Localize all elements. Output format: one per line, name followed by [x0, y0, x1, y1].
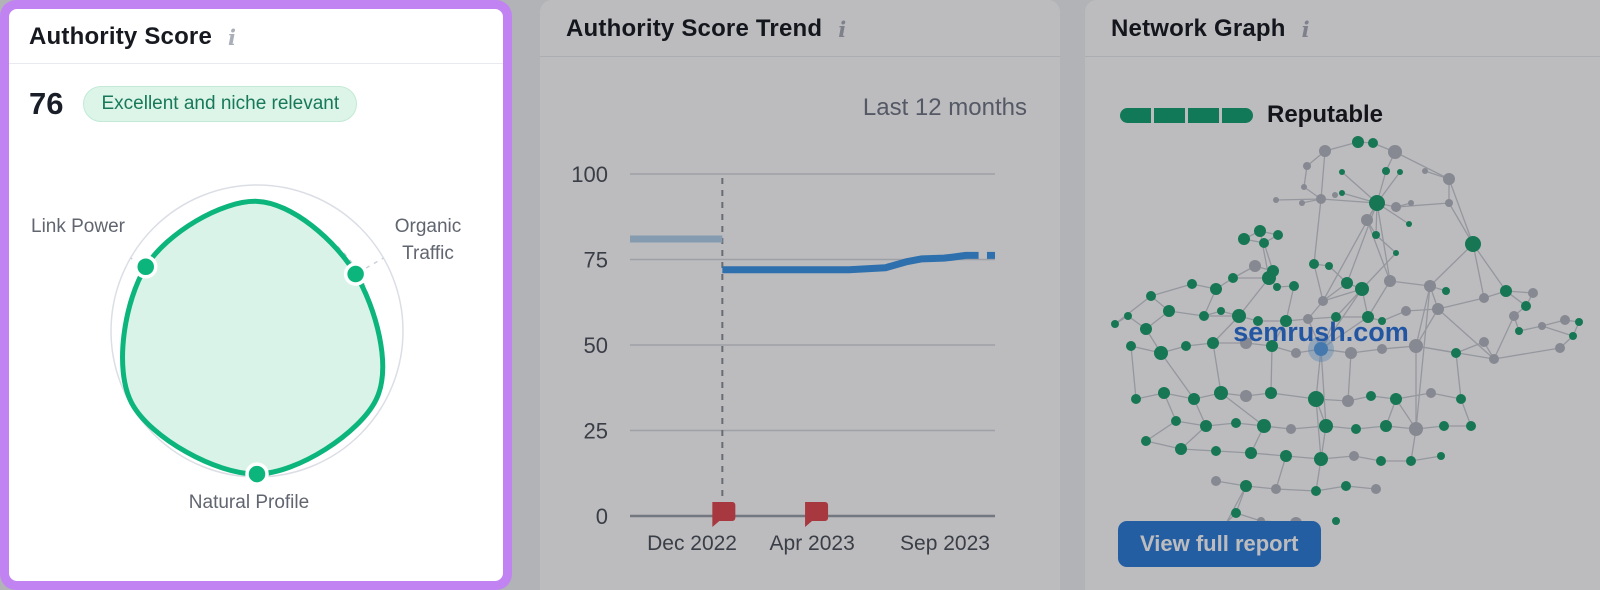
info-icon[interactable]: i	[1301, 16, 1310, 42]
svg-text:100: 100	[571, 162, 608, 187]
svg-text:25: 25	[584, 419, 608, 444]
view-full-report-button[interactable]: View full report	[1118, 521, 1321, 567]
svg-text:Dec 2022: Dec 2022	[647, 532, 737, 555]
svg-text:0: 0	[596, 504, 608, 529]
svg-text:Apr 2023: Apr 2023	[770, 532, 855, 555]
rating-segment	[1154, 107, 1185, 123]
panel-title: Authority Score Trend	[566, 15, 823, 42]
svg-text:50: 50	[584, 333, 608, 358]
rating-label: Reputable	[1267, 101, 1384, 128]
radar-axis-label-organic-traffic: Organic Traffic	[394, 216, 462, 264]
reputation-rating: Reputable	[1120, 101, 1383, 129]
trend-header: Authority Score Trend i	[540, 0, 1060, 57]
info-icon[interactable]: i	[838, 16, 847, 42]
rating-segment	[1222, 107, 1253, 123]
radar-chart	[110, 184, 404, 486]
network-header: Network Graph i	[1085, 0, 1600, 57]
svg-text:Sep 2023: Sep 2023	[900, 532, 990, 555]
info-icon[interactable]: i	[228, 24, 237, 50]
score-status-badge: Excellent and niche relevant	[83, 86, 358, 122]
radar-axis-label-natural-profile: Natural Profile	[188, 492, 310, 513]
radar-axis-label-link-power: Link Power	[31, 216, 125, 237]
rating-bar	[1120, 107, 1253, 123]
authority-score-value: 76	[29, 86, 64, 121]
authority-score-header: Authority Score i	[9, 9, 503, 64]
trend-line-chart: 100 75 50 25 0 Dec 2022 Apr 2023 Sep 2023	[571, 162, 995, 555]
svg-text:75: 75	[584, 248, 608, 273]
period-label: Last 12 months	[862, 94, 1027, 121]
rating-segment	[1120, 107, 1151, 123]
panel-title: Network Graph	[1111, 15, 1286, 42]
authority-score-panel: Authority Score i 76 Excellent and niche…	[0, 0, 512, 590]
panel-title: Authority Score	[29, 23, 213, 50]
score-row: 76 Excellent and niche relevant	[29, 86, 503, 122]
rating-segment	[1188, 107, 1219, 123]
authority-score-trend-panel: Authority Score Trend i Last 12 months 1…	[540, 0, 1060, 590]
network-graph-panel: Network Graph i Reputable semrush.com Vi…	[1085, 0, 1600, 590]
center-node-label: semrush.com	[1233, 317, 1409, 347]
